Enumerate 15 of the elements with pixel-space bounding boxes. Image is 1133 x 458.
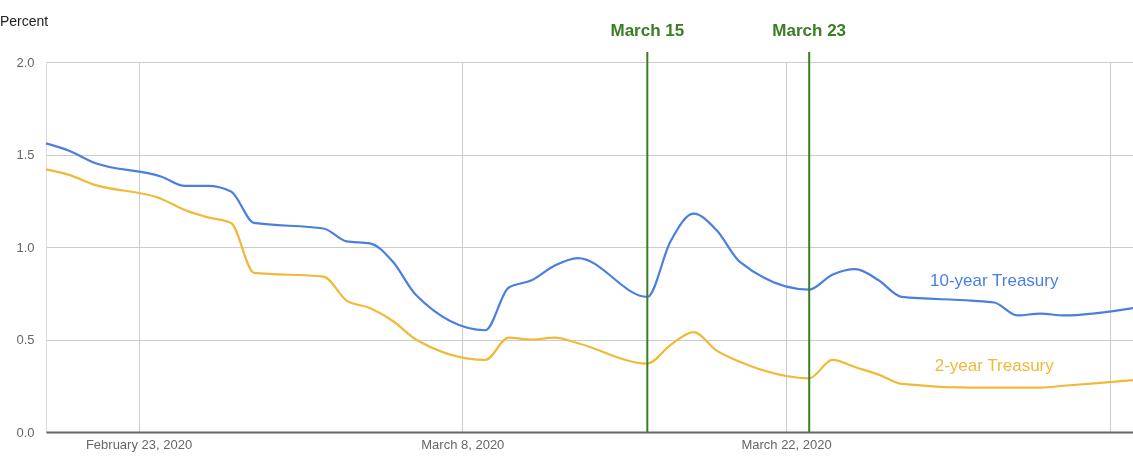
y-tick-label: 0.5 [16,332,35,347]
x-tick-label: February 23, 2020 [85,436,193,452]
y-tick-label: 1.0 [16,239,35,255]
ref-line-label: March 23 [772,21,847,40]
y-axis-title: Percent [0,13,49,29]
series-label: 10-year Treasury [929,270,1059,290]
y-tick-label: 1.5 [16,147,35,162]
line-series [44,168,1133,389]
series-label: 2-year Treasury [934,355,1055,375]
x-tick-label: March 22, 2020 [741,436,832,452]
x-tick-label: March 8, 2020 [421,436,505,452]
line-series [44,142,1133,332]
y-tick-label: 2.0 [16,54,35,70]
y-tick-label: 0.0 [16,424,35,440]
ref-line-label: March 15 [610,21,685,40]
